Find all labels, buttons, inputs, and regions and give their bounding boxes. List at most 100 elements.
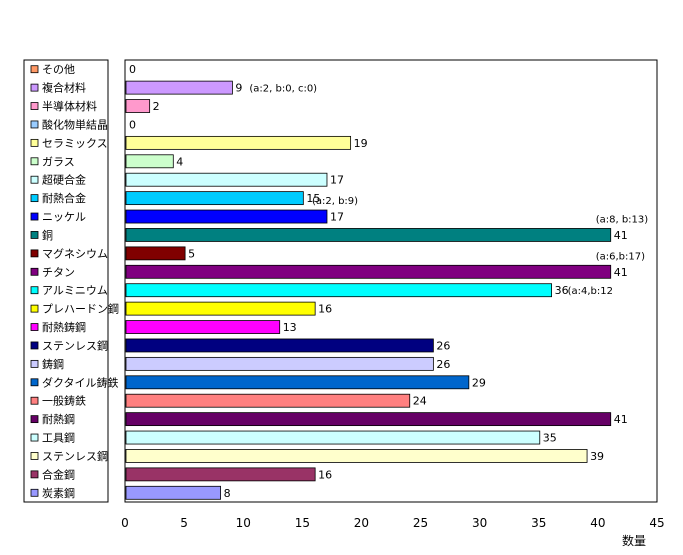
legend-swatch [30,323,39,331]
x-tick-label: 30 [472,516,487,530]
value-label: 4 [176,155,183,168]
value-label: 19 [354,137,368,150]
legend-swatch [30,65,39,74]
x-axis: 0 5 10 15 20 25 30 35 40 45 [121,516,664,530]
x-tick-label: 35 [531,516,546,530]
legend-swatch [30,249,39,258]
bar [125,172,328,187]
bar [125,412,612,427]
annotation: (a:6,b:17) [596,251,645,262]
value-label: 0 [129,118,136,131]
value-labels: 0 9 2 0 19 4 17 15 17 41 5 41 36 16 13 26 26 29 24 41 35 39 16… [129,63,628,500]
legend-label: ダクタイル鋳鉄 [42,375,119,389]
value-label: 0 [129,63,136,76]
legend-label: 耐熱鋳鋼 [42,320,86,334]
bar [125,485,221,500]
legend-label: 耐熱鋼 [42,412,75,426]
bar [125,209,328,224]
legend-swatch [30,83,39,92]
bar [125,99,151,113]
legend-label: マグネシウム [42,246,108,260]
legend-label: ステンレス鋼 [42,338,108,352]
bar [125,301,316,316]
legend-swatch [30,488,39,497]
legend-label: 複合材料 [42,81,86,95]
legend-label: 銅 [42,228,53,242]
value-label: 17 [330,211,344,224]
annotation: (a:8, b:13) [596,215,649,226]
legend-label: チタン [42,266,75,279]
bar [125,228,612,242]
bar [125,80,233,95]
x-tick-label: 5 [180,516,188,530]
value-label: 15 [306,192,320,205]
legend-swatch [30,194,39,203]
bar [125,430,541,445]
legend-swatch [30,359,39,368]
legend-label: 超硬合金 [42,173,86,187]
value-label: 16 [318,468,332,481]
legend-swatch [30,286,39,295]
bar [125,356,434,371]
value-label: 2 [153,100,160,113]
x-tick-label: 25 [413,516,428,530]
legend-swatch [30,470,39,479]
legend-swatch [30,102,39,110]
bar [125,283,553,298]
value-label: 35 [543,432,557,445]
value-label: 26 [436,358,450,371]
legend-swatch [30,231,39,239]
legend-swatch [30,267,39,276]
legend-swatch [30,175,39,184]
x-tick-label: 40 [590,516,605,530]
legend-label: ニッケル [42,211,86,224]
legend-frame [23,59,109,503]
value-label: 41 [614,229,628,242]
bar [125,449,588,463]
legend-swatch [30,138,39,147]
legend: その他複合材料半導体材料酸化物単結晶セラミックスガラス超硬合金耐熱合金ニッケル銅… [23,59,119,503]
bars [125,80,612,500]
legend-swatch [30,396,39,405]
x-tick-label: 45 [649,516,664,530]
legend-swatch [30,415,39,424]
x-tick-label: 20 [354,516,369,530]
value-label: 5 [188,247,195,260]
bar [125,191,304,206]
x-tick-label: 0 [121,516,129,530]
legend-swatch [30,212,39,221]
legend-label: セラミックス [42,137,108,150]
bar [125,338,434,353]
bar [125,320,281,334]
annotation: (a:2, b:0, c:0) [249,84,317,95]
legend-label: 耐熱合金 [42,191,86,205]
legend-label: プレハードン鋼 [42,302,119,316]
bar [125,135,352,150]
x-tick-label: 15 [295,516,310,530]
bar [125,246,186,261]
bar [125,264,612,279]
value-label: 9 [235,82,242,95]
plot-area [124,59,658,503]
legend-swatch [30,341,39,350]
legend-label: アルミニウム [42,284,108,297]
legend-swatch [30,378,39,387]
value-label: 13 [283,321,297,334]
bar [125,154,174,169]
bar [125,375,470,390]
value-label: 17 [330,174,344,187]
legend-swatch [30,452,39,460]
legend-label: その他 [42,63,75,76]
legend-label: 鋳鋼 [42,357,64,371]
value-label: 16 [318,303,332,316]
bar [125,393,411,408]
bar [125,467,316,482]
legend-swatch [30,120,39,129]
annotation: (a:2, b:9) [312,196,358,207]
value-label: 41 [614,413,628,426]
x-axis-label: 数量 [622,533,646,548]
annotation: (a:4,b:12 [568,286,613,297]
legend-label: 酸化物単結晶 [42,117,108,131]
legend-label: 炭素鋼 [42,486,75,500]
